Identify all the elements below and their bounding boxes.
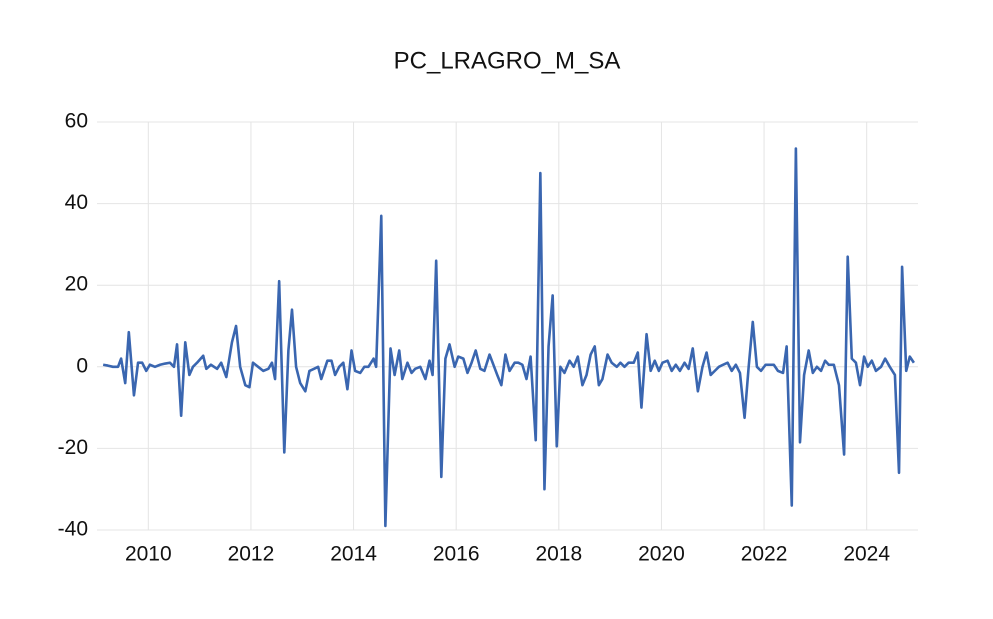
y-tick-label: -20 <box>58 436 88 459</box>
data-line <box>102 147 915 528</box>
x-tick-label: 2018 <box>535 543 582 566</box>
chart-title: PC_LRAGRO_M_SA <box>394 47 621 74</box>
y-tick-label: 40 <box>65 191 88 214</box>
x-tick-label: 2022 <box>741 543 788 566</box>
x-tick-label: 2020 <box>638 543 685 566</box>
x-tick-label: 2014 <box>330 543 377 566</box>
x-tick-label: 2024 <box>843 543 890 566</box>
x-tick-label: 2016 <box>433 543 480 566</box>
x-tick-label: 2010 <box>125 543 172 566</box>
y-tick-label: -40 <box>58 518 88 541</box>
y-tick-label: 0 <box>76 354 88 377</box>
y-tick-label: 60 <box>65 110 88 133</box>
x-tick-label: 2012 <box>228 543 275 566</box>
y-tick-label: 20 <box>65 273 88 296</box>
